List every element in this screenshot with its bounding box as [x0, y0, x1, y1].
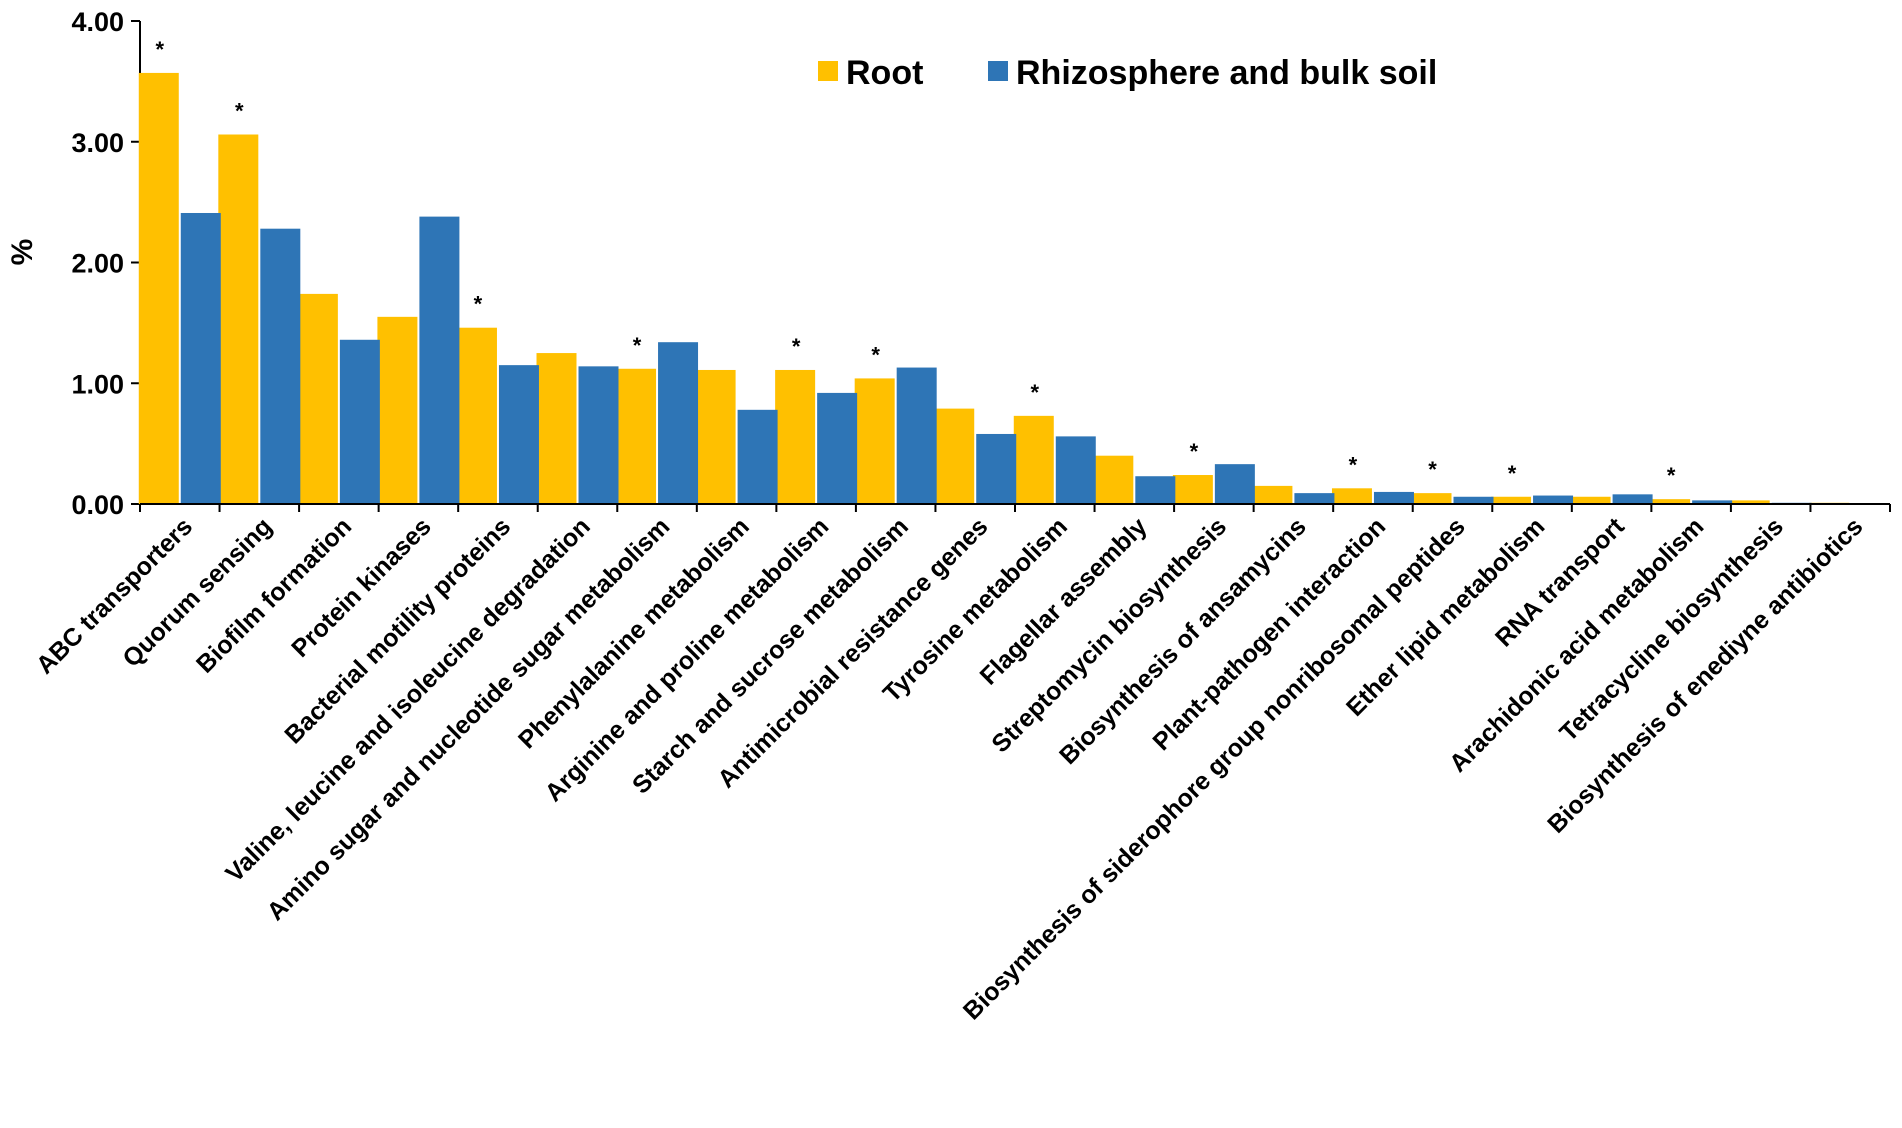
- bar-root: [218, 134, 259, 504]
- bar-soil: [1214, 464, 1255, 504]
- bar-root: [1570, 496, 1611, 504]
- bar-soil: [1533, 495, 1574, 504]
- bar-root: [616, 368, 657, 504]
- significance-star: *: [1190, 439, 1199, 464]
- bar-soil: [498, 365, 539, 504]
- bar-root: [854, 378, 895, 504]
- bar-soil: [658, 342, 699, 504]
- y-tick-label: 1.00: [71, 369, 124, 399]
- bar-root: [1491, 496, 1532, 504]
- bar-root: [1411, 493, 1452, 504]
- bar-soil: [817, 392, 858, 504]
- significance-star: *: [474, 292, 483, 317]
- bar-root: [138, 72, 179, 505]
- bar-root: [377, 316, 418, 504]
- bar-soil: [1135, 476, 1176, 504]
- bar-soil: [1612, 494, 1653, 504]
- bar-soil: [737, 409, 778, 504]
- significance-star: *: [1349, 452, 1358, 477]
- significance-star: *: [1030, 380, 1039, 405]
- y-axis-title: %: [6, 239, 39, 266]
- significance-star: *: [633, 333, 642, 358]
- bar-root: [297, 293, 338, 504]
- bar-soil: [1692, 500, 1733, 504]
- bar-root: [1331, 488, 1372, 504]
- significance-star: *: [155, 37, 164, 62]
- bar-root: [934, 408, 975, 504]
- significance-star: *: [235, 99, 244, 124]
- category-label: Quorum sensing: [117, 512, 277, 672]
- significance-star: *: [1508, 461, 1517, 486]
- category-label: Biofilm formation: [191, 512, 357, 678]
- bar-soil: [896, 367, 937, 504]
- bar-root: [775, 369, 816, 504]
- significance-star: *: [1428, 457, 1437, 482]
- bar-root: [1729, 500, 1770, 504]
- bar-root: [456, 327, 497, 504]
- bar-root: [1252, 485, 1293, 504]
- bar-root: [1093, 455, 1134, 504]
- bar-soil: [578, 366, 619, 504]
- bar-soil: [260, 228, 301, 504]
- bar-soil: [419, 216, 460, 505]
- bar-soil: [976, 433, 1017, 504]
- bar-root: [1172, 475, 1213, 504]
- bar-soil: [1453, 496, 1494, 504]
- legend-label-root: Root: [846, 54, 923, 92]
- legend-label-soil: Rhizosphere and bulk soil: [1016, 54, 1437, 92]
- y-tick-label: 2.00: [71, 249, 124, 279]
- bar-soil: [1373, 491, 1414, 504]
- legend-swatch-soil: [988, 61, 1008, 81]
- category-label: Arginine and proline metabolism: [540, 512, 835, 807]
- bar-root: [1013, 415, 1054, 504]
- bar-root: [695, 369, 736, 504]
- significance-star: *: [1667, 463, 1676, 488]
- bar-soil: [339, 339, 380, 504]
- significance-star: *: [871, 342, 880, 367]
- significance-star: *: [792, 334, 801, 359]
- legend-swatch-root: [818, 61, 838, 81]
- y-tick-label: 3.00: [71, 128, 124, 158]
- bar-soil: [1294, 493, 1335, 504]
- bar-root: [1650, 499, 1691, 504]
- category-label: Valine, leucine and isoleucine degradati…: [220, 512, 595, 887]
- bar-soil: [1055, 436, 1096, 504]
- significance-markers: * * * * * * * * * * * *: [155, 37, 1675, 488]
- bars: [138, 72, 1850, 505]
- category-label: Protein kinases: [286, 512, 436, 662]
- bar-root: [536, 353, 577, 504]
- legend: Root Rhizosphere and bulk soil: [818, 54, 1437, 92]
- y-tick-label: 0.00: [71, 490, 124, 520]
- y-tick-label: 4.00: [71, 7, 124, 37]
- bar-soil: [180, 212, 221, 504]
- y-axis: 0.00 1.00 2.00 3.00 4.00: [71, 7, 141, 520]
